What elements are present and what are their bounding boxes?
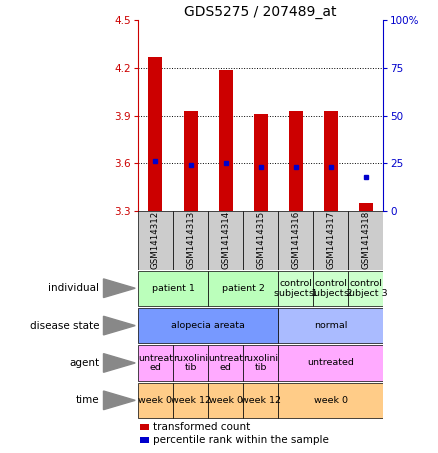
Bar <box>278 211 313 270</box>
Text: GSM1414318: GSM1414318 <box>361 211 370 269</box>
Text: patient 1: patient 1 <box>152 284 194 293</box>
Bar <box>138 308 278 343</box>
Bar <box>138 383 173 418</box>
Bar <box>243 345 278 381</box>
Text: GSM1414312: GSM1414312 <box>151 211 160 269</box>
Bar <box>173 383 208 418</box>
Text: GSM1414313: GSM1414313 <box>186 211 195 269</box>
Bar <box>243 211 278 270</box>
Text: week 12: week 12 <box>240 396 281 405</box>
Polygon shape <box>103 279 135 298</box>
Text: time: time <box>76 395 99 405</box>
Text: percentile rank within the sample: percentile rank within the sample <box>153 435 328 445</box>
Text: untreated: untreated <box>307 358 354 367</box>
Bar <box>208 270 278 306</box>
Bar <box>324 111 338 211</box>
Text: control
subject 1: control subject 1 <box>274 279 318 298</box>
Bar <box>348 211 383 270</box>
Text: GSM1414317: GSM1414317 <box>326 211 335 269</box>
Text: transformed count: transformed count <box>153 422 250 432</box>
Text: normal: normal <box>314 321 347 330</box>
Text: week 0: week 0 <box>314 396 348 405</box>
Text: untreat
ed: untreat ed <box>208 354 243 372</box>
Bar <box>208 345 243 381</box>
Text: individual: individual <box>48 283 99 293</box>
Bar <box>141 424 149 430</box>
Polygon shape <box>103 316 135 335</box>
Text: untreat
ed: untreat ed <box>138 354 173 372</box>
Bar <box>148 57 162 211</box>
Bar <box>173 211 208 270</box>
Text: agent: agent <box>69 358 99 368</box>
Bar <box>313 270 348 306</box>
Text: control
subject 3: control subject 3 <box>344 279 388 298</box>
Bar <box>173 345 208 381</box>
Polygon shape <box>103 354 135 372</box>
Bar <box>254 114 268 211</box>
Bar <box>141 437 149 443</box>
Bar <box>243 383 278 418</box>
Text: ruxolini
tib: ruxolini tib <box>173 354 208 372</box>
Bar <box>313 211 348 270</box>
Bar <box>219 69 233 211</box>
Text: control
subject 2: control subject 2 <box>309 279 353 298</box>
Text: patient 2: patient 2 <box>222 284 265 293</box>
Polygon shape <box>103 391 135 410</box>
Bar <box>138 345 173 381</box>
Bar <box>138 270 208 306</box>
Text: GSM1414316: GSM1414316 <box>291 211 300 269</box>
Bar <box>278 383 383 418</box>
Text: week 0: week 0 <box>208 396 243 405</box>
Bar <box>184 111 198 211</box>
Text: GSM1414314: GSM1414314 <box>221 211 230 269</box>
Text: disease state: disease state <box>30 321 99 331</box>
Text: alopecia areata: alopecia areata <box>171 321 245 330</box>
Title: GDS5275 / 207489_at: GDS5275 / 207489_at <box>184 5 337 19</box>
Text: week 12: week 12 <box>170 396 211 405</box>
Text: week 0: week 0 <box>138 396 173 405</box>
Bar <box>278 308 383 343</box>
Bar <box>348 270 383 306</box>
Bar <box>208 383 243 418</box>
Bar <box>208 211 243 270</box>
Bar <box>278 270 313 306</box>
Bar <box>138 211 173 270</box>
Text: ruxolini
tib: ruxolini tib <box>243 354 278 372</box>
Bar <box>289 111 303 211</box>
Bar <box>278 345 383 381</box>
Text: GSM1414315: GSM1414315 <box>256 211 265 269</box>
Bar <box>359 202 373 211</box>
